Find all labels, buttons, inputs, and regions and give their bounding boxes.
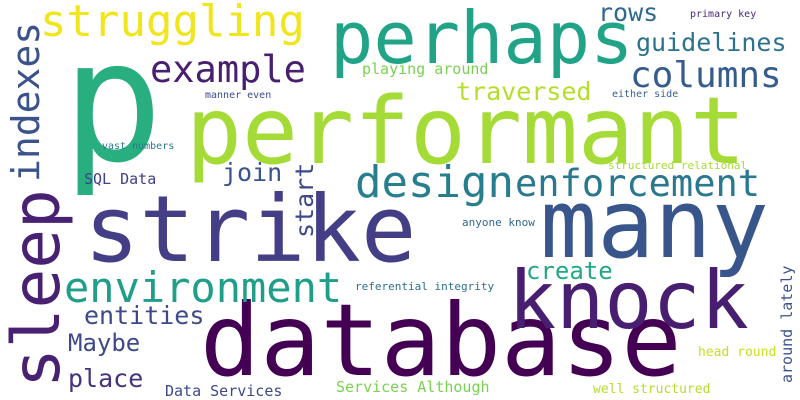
word-structured-relational: structured relational xyxy=(608,159,748,172)
word-guidelines: guidelines xyxy=(636,28,787,57)
word-sql-data: SQL Data xyxy=(84,170,157,188)
word-knock: knock xyxy=(508,254,749,347)
word-traversed: traversed xyxy=(456,77,592,106)
word-indexes: indexes xyxy=(4,21,48,182)
word-vast-numbers: vast numbers xyxy=(102,141,175,152)
word-environment: environment xyxy=(64,263,343,312)
word-sleep: sleep xyxy=(0,189,75,388)
word-design: design xyxy=(355,157,514,208)
word-entities: entities xyxy=(84,301,205,330)
word-perhaps: perhaps xyxy=(330,0,634,80)
word-many: many xyxy=(540,170,769,280)
word-place: place xyxy=(68,364,144,393)
word-performant: performant xyxy=(186,77,746,185)
word-join: join xyxy=(222,158,283,187)
word-referential-integrity: referential integrity xyxy=(355,280,495,293)
word-start: start xyxy=(290,162,319,238)
word-enforcement: enforcement xyxy=(515,162,761,205)
word-well-structured: well structured xyxy=(593,382,711,397)
word-data-services: Data Services xyxy=(165,382,283,400)
word-p: p xyxy=(62,4,164,200)
word-database: database xyxy=(200,282,682,399)
word-strike: strike xyxy=(84,176,417,283)
word-struggling: struggling xyxy=(40,0,305,47)
word-create: create xyxy=(526,257,613,285)
word-services-although: Services Although xyxy=(336,378,490,396)
word-rows: rows xyxy=(598,0,659,27)
word-manner-even: manner even xyxy=(205,90,272,101)
word-playing-around: playing around xyxy=(362,60,489,78)
word-head-round: head round xyxy=(698,345,777,360)
word-columns: columns xyxy=(630,55,782,96)
word-primary-key: primary key xyxy=(690,9,757,20)
word-example: example xyxy=(150,48,306,91)
word-maybe: Maybe xyxy=(68,329,141,357)
word-either-side: either side xyxy=(612,89,679,100)
word-around-lately: around lately xyxy=(778,265,796,383)
word-anyone-know: anyone know xyxy=(462,216,535,229)
